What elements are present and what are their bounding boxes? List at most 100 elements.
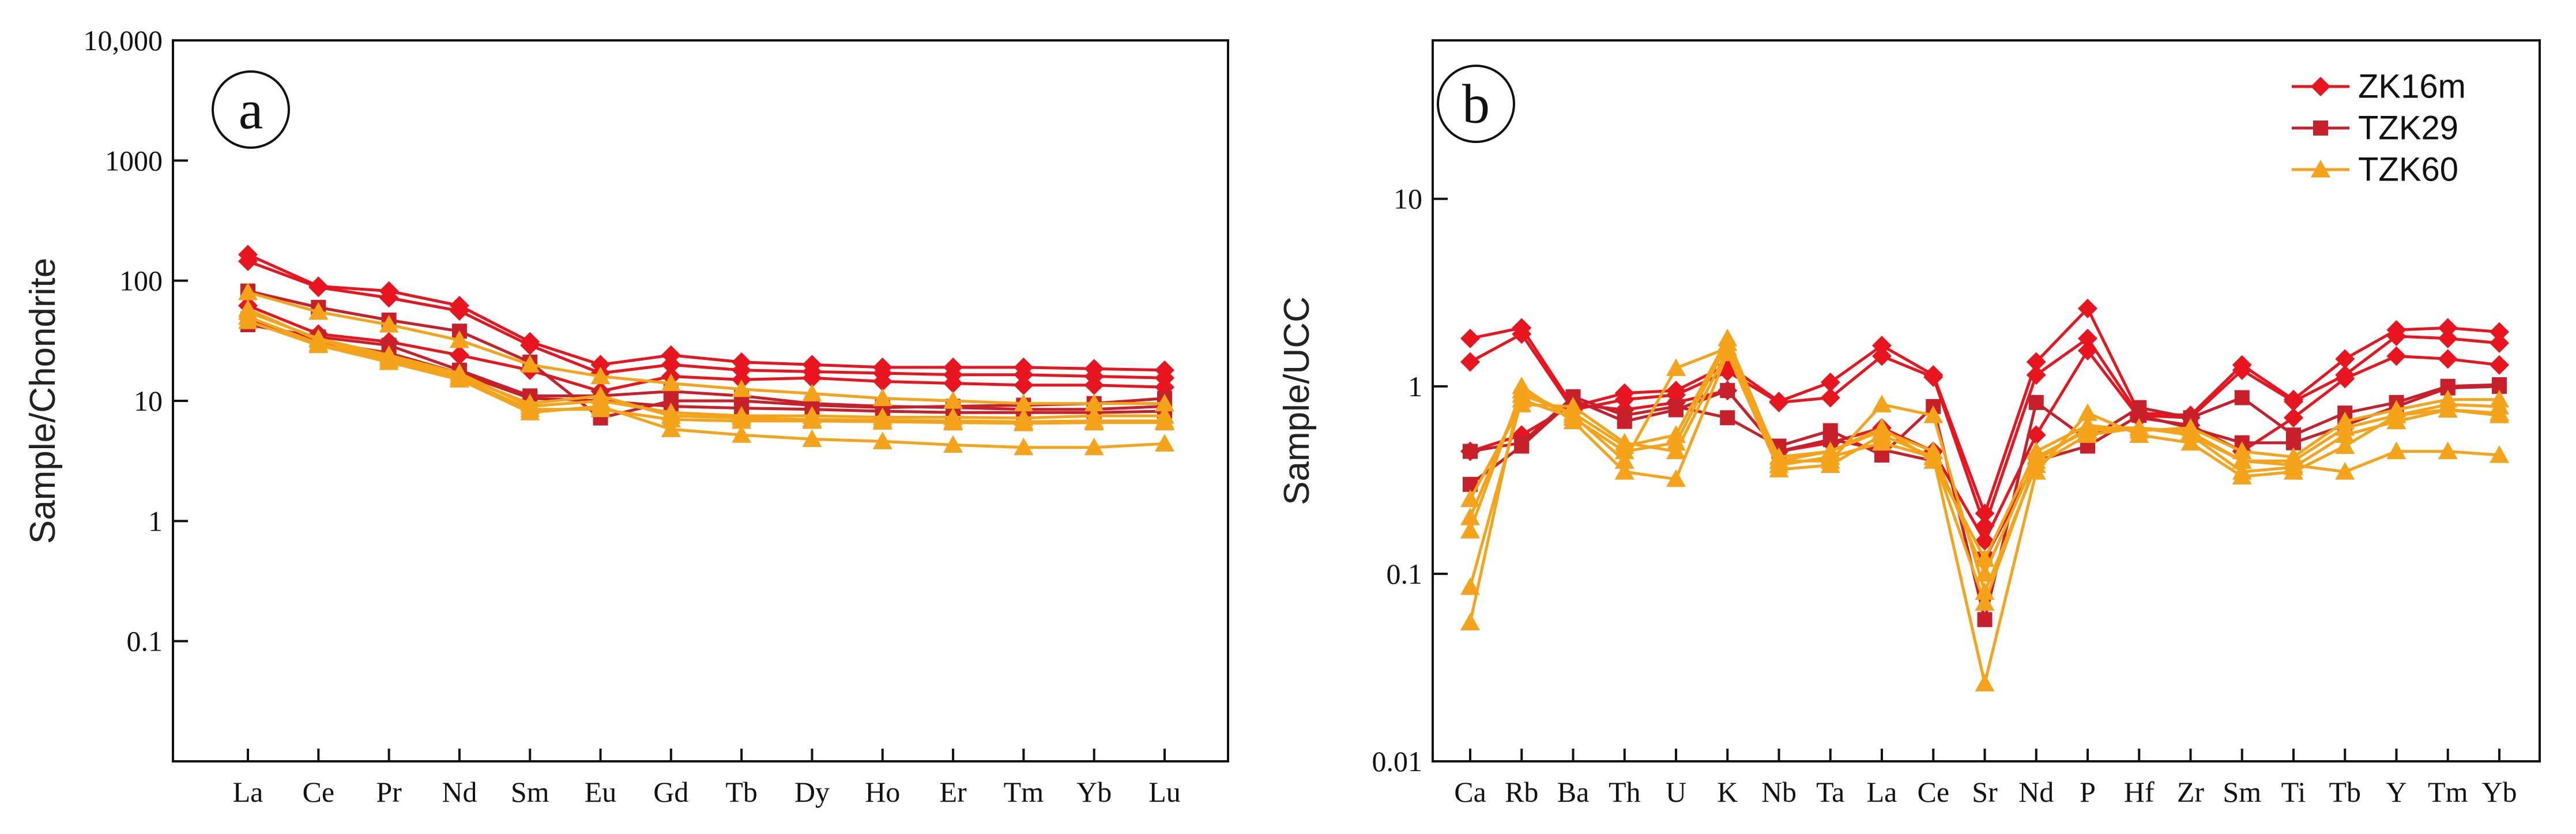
data-point-Eu bbox=[590, 366, 611, 385]
data-point-Tm bbox=[2438, 389, 2458, 408]
y-tick-label: 0.1 bbox=[1387, 558, 1423, 590]
legend-item-TZK60: TZK60 bbox=[2292, 151, 2458, 189]
data-point-Tb bbox=[732, 425, 752, 443]
data-point-Gd bbox=[661, 373, 681, 392]
data-point-Sr bbox=[1975, 582, 1995, 600]
x-tick-label-La: La bbox=[1867, 776, 1897, 808]
legend-label: TZK29 bbox=[2358, 110, 2458, 147]
x-tick-label-Tm: Tm bbox=[1004, 776, 1044, 808]
x-tick-label-Er: Er bbox=[939, 776, 967, 808]
data-point-Y bbox=[2386, 346, 2406, 366]
data-point-Ho bbox=[872, 388, 892, 407]
x-tick-label-Sm: Sm bbox=[2223, 776, 2261, 808]
data-point-Tb bbox=[2335, 462, 2355, 480]
data-point-Y bbox=[2386, 400, 2406, 418]
series-TZK60-9 bbox=[238, 311, 1174, 456]
y-tick-label: 100 bbox=[119, 265, 163, 297]
data-point-Ca bbox=[1460, 613, 1480, 630]
x-tick-label-Nd: Nd bbox=[2018, 776, 2054, 808]
data-point-Rb bbox=[1512, 385, 1532, 403]
data-point-P bbox=[2078, 415, 2097, 433]
data-point-Tm bbox=[2438, 318, 2458, 338]
data-point-Nd bbox=[2028, 395, 2044, 410]
data-point-Ca bbox=[1463, 444, 1478, 459]
x-tick-label-Ti: Ti bbox=[2281, 776, 2306, 808]
x-tick-label-Ce: Ce bbox=[303, 776, 335, 808]
data-point-Ca bbox=[1460, 508, 1480, 525]
x-tick-label-Ho: Ho bbox=[865, 776, 900, 808]
data-point-Gd bbox=[661, 355, 681, 375]
data-point-U bbox=[1666, 469, 1686, 487]
data-point-Dy bbox=[802, 429, 822, 448]
data-point-Eu bbox=[590, 396, 611, 415]
series-line bbox=[247, 310, 1165, 420]
data-point-Tm bbox=[1014, 437, 1034, 456]
series-line bbox=[247, 307, 1165, 423]
data-point-Tm bbox=[2438, 328, 2458, 348]
y-tick-label: 1 bbox=[1408, 370, 1422, 403]
data-point-P bbox=[2078, 340, 2097, 360]
data-point-K bbox=[1718, 340, 1738, 359]
data-point-Yb bbox=[2490, 333, 2509, 353]
data-point-Tm bbox=[1014, 412, 1034, 430]
data-point-Yb bbox=[2490, 355, 2509, 375]
panel-b-letter-badge: b bbox=[1437, 65, 1515, 143]
data-point-Y bbox=[2386, 441, 2406, 460]
data-point-Ca bbox=[1460, 520, 1480, 539]
data-point-P bbox=[2078, 328, 2097, 348]
data-point-Nb bbox=[1769, 447, 1789, 465]
data-point-Ho bbox=[872, 410, 892, 429]
series-TZK60-10 bbox=[238, 299, 1174, 430]
data-point-La bbox=[238, 251, 258, 272]
x-tick-label-Tb: Tb bbox=[725, 776, 758, 808]
data-point-Sr bbox=[1975, 674, 1995, 692]
data-point-La bbox=[238, 299, 258, 317]
series-TZK60-6 bbox=[238, 282, 1174, 412]
legend-item-TZK29: TZK29 bbox=[2292, 110, 2458, 147]
data-point-U bbox=[1666, 425, 1686, 443]
data-point-Ta bbox=[1820, 372, 1840, 392]
x-tick-label-La: La bbox=[233, 776, 263, 808]
x-tick-label-Th: Th bbox=[1609, 776, 1641, 808]
data-point-Th bbox=[1614, 433, 1635, 451]
data-point-La bbox=[1872, 395, 1892, 412]
legend: ZK16m TZK29 TZK60 bbox=[2292, 68, 2466, 189]
data-point-Tb bbox=[2335, 349, 2355, 369]
x-tick-label-Sr: Sr bbox=[1972, 776, 1998, 808]
data-point-Lu bbox=[1155, 411, 1174, 429]
data-point-Sm bbox=[2234, 390, 2250, 405]
data-point-Tb bbox=[2335, 436, 2355, 454]
data-point-Tb bbox=[732, 379, 752, 397]
panel-b-y-ticks: 0.01 0.1 1 10 bbox=[1372, 183, 1448, 777]
data-point-U bbox=[1666, 358, 1686, 376]
series-line bbox=[247, 323, 1165, 411]
x-tick-label-Lu: Lu bbox=[1148, 776, 1181, 808]
panel-b-letter: b bbox=[1462, 73, 1490, 135]
data-point-Yb bbox=[2490, 322, 2509, 342]
panel-b-x-tick-labels: Ca Rb Ba Th U K Nb Ta La Ce Sr Nd P Hf Zr Sm Ti Tb Y Tm Yb bbox=[1454, 749, 2517, 808]
data-point-Yb bbox=[2490, 389, 2509, 408]
data-point-Er bbox=[943, 391, 963, 409]
data-point-Nd bbox=[449, 330, 469, 348]
data-point-Tb bbox=[2335, 369, 2355, 389]
data-point-Er bbox=[943, 435, 963, 453]
data-point-Ce bbox=[1923, 367, 1944, 387]
data-point-Pr bbox=[379, 288, 399, 308]
data-point-Sm bbox=[520, 335, 540, 355]
data-point-Tm bbox=[2438, 349, 2458, 369]
data-point-Gd bbox=[661, 406, 681, 424]
panel-b-y-axis-title: Sample/UCC bbox=[1277, 296, 1317, 505]
data-point-Sm bbox=[2232, 360, 2252, 380]
series-TZK60-9 bbox=[1460, 340, 2509, 567]
data-point-Yb bbox=[1084, 375, 1104, 395]
data-point-Sr bbox=[1975, 593, 1995, 611]
panel-b-letter-circle bbox=[1437, 65, 1515, 143]
panel-a-chondrite-chart: 0.1 1 10 100 1000 10,000 La Ce Pr Nd Sm Eu Gd Tb Dy Ho… bbox=[23, 24, 1229, 808]
y-tick-label: 10 bbox=[1394, 183, 1422, 215]
data-point-La bbox=[1872, 418, 1892, 436]
data-point-Yb bbox=[2490, 445, 2509, 463]
data-point-Er bbox=[943, 373, 963, 393]
series-line bbox=[247, 315, 1165, 425]
series-line bbox=[247, 320, 1165, 449]
